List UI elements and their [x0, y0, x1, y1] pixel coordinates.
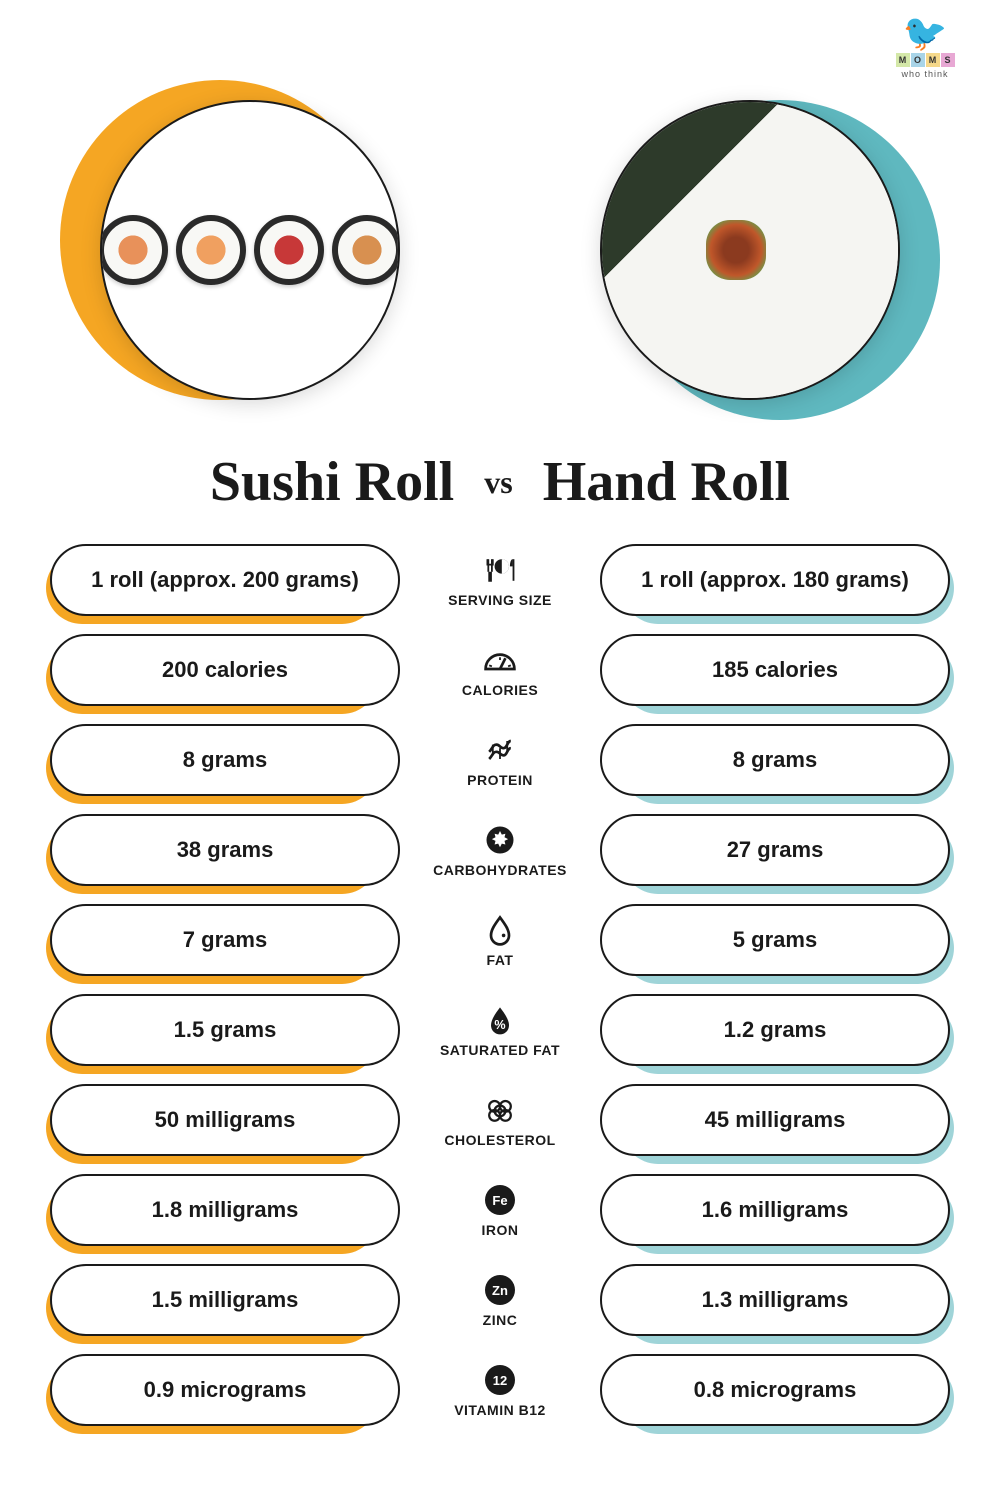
- logo-bird-icon: 🐦: [880, 15, 970, 51]
- serving-label: SERVING SIZE: [448, 592, 552, 608]
- left-satfat-pill: 1.5 grams: [50, 994, 400, 1066]
- right-title: Hand Roll: [543, 450, 790, 514]
- left-carbs-pill: 38 grams: [50, 814, 400, 886]
- sushi-roll-photo: [100, 100, 400, 400]
- sushi-roll-image: [80, 90, 400, 410]
- logo-tagline: who think: [880, 69, 970, 79]
- left-calories-pill: 200 calories: [50, 634, 400, 706]
- carbs-icon: [480, 822, 520, 858]
- carbs-metric: CARBOHYDRATES: [433, 814, 567, 886]
- fat-metric: FAT: [480, 904, 520, 976]
- right-satfat-pill: 1.2 grams: [600, 994, 950, 1066]
- left-column: 1 roll (approx. 200 grams) 200 calories 8 …: [50, 544, 400, 1426]
- right-b12-pill: 0.8 micrograms: [600, 1354, 950, 1426]
- zinc-icon: Zn: [480, 1272, 520, 1308]
- right-zinc-pill: 1.3 milligrams: [600, 1264, 950, 1336]
- calories-label: CALORIES: [462, 682, 538, 698]
- iron-icon: Fe: [480, 1182, 520, 1218]
- fat-label: FAT: [487, 952, 514, 968]
- brand-logo: 🐦 M O M S who think: [880, 15, 970, 79]
- b12-icon: 12: [480, 1362, 520, 1398]
- serving-icon: [480, 552, 520, 588]
- right-calories-pill: 185 calories: [600, 634, 950, 706]
- left-iron-pill: 1.8 milligrams: [50, 1174, 400, 1246]
- iron-label: IRON: [482, 1222, 519, 1238]
- left-title: Sushi Roll: [210, 450, 454, 514]
- hand-roll-photo: [600, 100, 900, 400]
- right-cholesterol-pill: 45 milligrams: [600, 1084, 950, 1156]
- serving-metric: SERVING SIZE: [448, 544, 552, 616]
- hero-images-row: [50, 30, 950, 440]
- comparison-table: 1 roll (approx. 200 grams) 200 calories 8 …: [50, 544, 950, 1426]
- left-serving-pill: 1 roll (approx. 200 grams): [50, 544, 400, 616]
- svg-text:%: %: [494, 1018, 505, 1032]
- calories-metric: CALORIES: [462, 634, 538, 706]
- left-b12-pill: 0.9 micrograms: [50, 1354, 400, 1426]
- zinc-metric: Zn ZINC: [480, 1264, 520, 1336]
- b12-label: VITAMIN B12: [454, 1402, 546, 1418]
- protein-metric: PROTEIN: [467, 724, 533, 796]
- cholesterol-metric: CHOLESTEROL: [444, 1084, 555, 1156]
- right-carbs-pill: 27 grams: [600, 814, 950, 886]
- carbs-label: CARBOHYDRATES: [433, 862, 567, 878]
- right-protein-pill: 8 grams: [600, 724, 950, 796]
- left-cholesterol-pill: 50 milligrams: [50, 1084, 400, 1156]
- protein-label: PROTEIN: [467, 772, 533, 788]
- right-column: 1 roll (approx. 180 grams) 185 calories 8 …: [600, 544, 950, 1426]
- zinc-label: ZINC: [483, 1312, 518, 1328]
- right-serving-pill: 1 roll (approx. 180 grams): [600, 544, 950, 616]
- cholesterol-icon: [480, 1092, 520, 1128]
- metric-column: SERVING SIZE CALORIES PROTEIN CARBOHYDRATES…: [410, 544, 590, 1426]
- right-fat-pill: 5 grams: [600, 904, 950, 976]
- titles-row: Sushi Roll vs Hand Roll: [50, 450, 950, 514]
- satfat-icon: %: [480, 1002, 520, 1038]
- b12-metric: 12 VITAMIN B12: [454, 1354, 546, 1426]
- satfat-label: SATURATED FAT: [440, 1042, 560, 1058]
- vs-label: vs: [484, 464, 512, 501]
- left-zinc-pill: 1.5 milligrams: [50, 1264, 400, 1336]
- fat-icon: [480, 912, 520, 948]
- logo-letter-boxes: M O M S: [880, 53, 970, 67]
- hand-roll-image: [600, 90, 920, 410]
- right-iron-pill: 1.6 milligrams: [600, 1174, 950, 1246]
- left-protein-pill: 8 grams: [50, 724, 400, 796]
- calories-icon: [480, 642, 520, 678]
- cholesterol-label: CHOLESTEROL: [444, 1132, 555, 1148]
- protein-icon: [480, 732, 520, 768]
- satfat-metric: % SATURATED FAT: [440, 994, 560, 1066]
- left-fat-pill: 7 grams: [50, 904, 400, 976]
- iron-metric: Fe IRON: [480, 1174, 520, 1246]
